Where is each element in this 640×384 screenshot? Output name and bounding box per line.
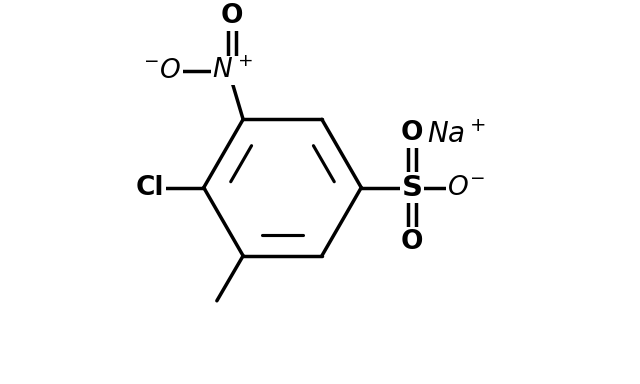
Text: $^{-}O$: $^{-}O$ xyxy=(143,58,182,84)
Text: S: S xyxy=(401,174,422,202)
Text: $N^+$: $N^+$ xyxy=(212,58,253,84)
Text: $Na^+$: $Na^+$ xyxy=(428,121,486,149)
Text: O: O xyxy=(401,229,423,255)
Text: $O^{-}$: $O^{-}$ xyxy=(447,175,485,200)
Text: Cl: Cl xyxy=(136,175,164,200)
Text: O: O xyxy=(221,3,243,29)
Text: O: O xyxy=(401,120,423,146)
